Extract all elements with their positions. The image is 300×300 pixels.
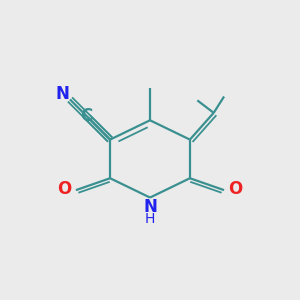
Text: N: N bbox=[143, 198, 157, 216]
Text: N: N bbox=[56, 85, 70, 103]
Text: C: C bbox=[80, 107, 92, 125]
Text: O: O bbox=[58, 180, 72, 198]
Text: O: O bbox=[228, 180, 242, 198]
Text: H: H bbox=[145, 212, 155, 226]
